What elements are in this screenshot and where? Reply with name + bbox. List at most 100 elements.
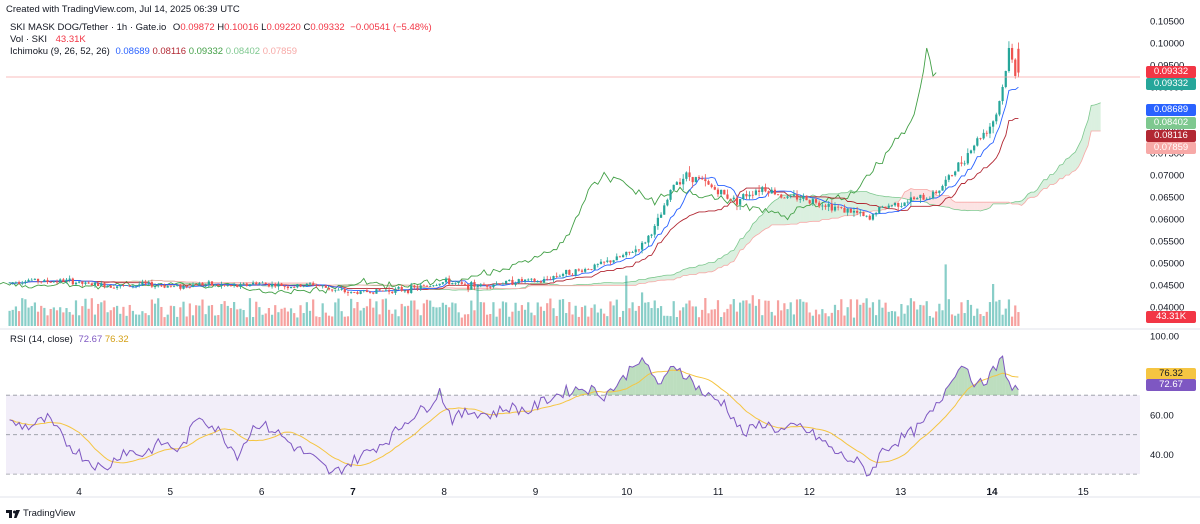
candle-body [565,269,568,275]
volume-bar [985,311,988,326]
cloud-segment [619,282,624,286]
candle-body [644,242,647,244]
rsi-overbought-fill [680,368,684,396]
cloud-segment [1037,184,1041,196]
candle-body [830,203,833,211]
cloud-segment [702,264,706,273]
volume-bar [261,314,264,326]
candle-body [969,150,973,154]
candle-body [906,201,909,203]
volume-bar [375,301,378,326]
volume-bar [24,299,27,326]
candle-body [739,199,742,205]
created-text: Created with TradingView.com, Jul 14, 20… [6,4,240,15]
candle-body [552,276,555,280]
volume-bar [492,302,495,326]
conversion-line [9,86,1019,293]
candle-body [694,177,697,183]
volume-bar [429,300,432,326]
candle-body [1001,86,1004,102]
candle-body [387,290,391,292]
cloud-segment [1062,159,1066,179]
cloud-segment [749,223,753,243]
candle-body [71,278,74,285]
volume-bar [881,307,884,326]
rsi-overbought-fill [967,369,971,396]
candle-body [862,212,865,217]
candle-body [742,194,745,200]
candle-body [470,282,473,290]
senkou-span-b-line [91,130,1101,289]
candle-body [198,283,201,286]
candle-body [849,208,852,213]
volume-bar [514,302,517,326]
candle-body [36,278,40,282]
candle-body [577,269,580,271]
rsi-overbought-fill [575,386,579,396]
cloud-segment [797,194,801,225]
candle-body [353,292,356,293]
volume-bar [621,310,625,326]
candle-body [432,285,435,287]
cloud-segment [670,274,674,280]
candle-body [435,285,438,287]
volume-bar [821,309,824,326]
volume-bar [1014,305,1017,326]
rsi-overbought-fill [1012,385,1016,396]
volume-bar [830,312,833,326]
candle-body [131,285,135,287]
candle-body [501,283,505,285]
volume-bar [897,316,900,326]
volume-bar [776,300,780,326]
volume-bar [666,315,669,326]
cloud-segment [1002,202,1006,204]
candle-body [416,287,419,289]
rsi-overbought-fill [664,372,668,396]
cloud-segment [755,216,760,236]
volume-bar [112,307,116,326]
volume-bar [68,312,71,326]
cloud-segment [970,202,975,211]
volume-bar [359,310,362,326]
candle-body [258,283,261,285]
volume-bar [78,315,81,326]
volume-bar [321,303,324,326]
candle-body [539,281,542,283]
volume-bar [868,307,871,326]
cloud-segment [952,199,956,210]
candle-body [160,285,163,287]
candle-body [210,281,214,286]
volume-bar [732,299,735,326]
candle-body [881,206,884,208]
candle-body [68,278,71,280]
candle-body [976,138,979,146]
candle-body [868,215,871,220]
price-label: 0.09332 [1146,78,1196,90]
rsi-overbought-fill [578,389,582,396]
cloud-segment [721,255,725,268]
candle-body [308,283,312,285]
candle-body [935,191,938,194]
candle-body [682,178,685,185]
candle-body [410,285,413,293]
candle-body [663,205,666,215]
volume-bar [827,316,830,326]
volume-bar [410,300,413,326]
candle-body [251,282,255,285]
volume-bar [773,315,777,326]
volume-bar [555,315,558,326]
candle-body [587,269,590,270]
volume-bar [30,306,33,326]
candle-body [520,279,524,282]
volume-bar [191,315,195,326]
volume-bar [33,302,36,326]
volume-bar [245,317,248,326]
volume-bar [504,302,508,326]
volume-bar [874,315,878,326]
rsi-overbought-fill [970,380,975,396]
cloud-segment [638,279,643,284]
candle-body [255,282,258,285]
candle-body [928,198,931,200]
candle-body [973,145,976,151]
